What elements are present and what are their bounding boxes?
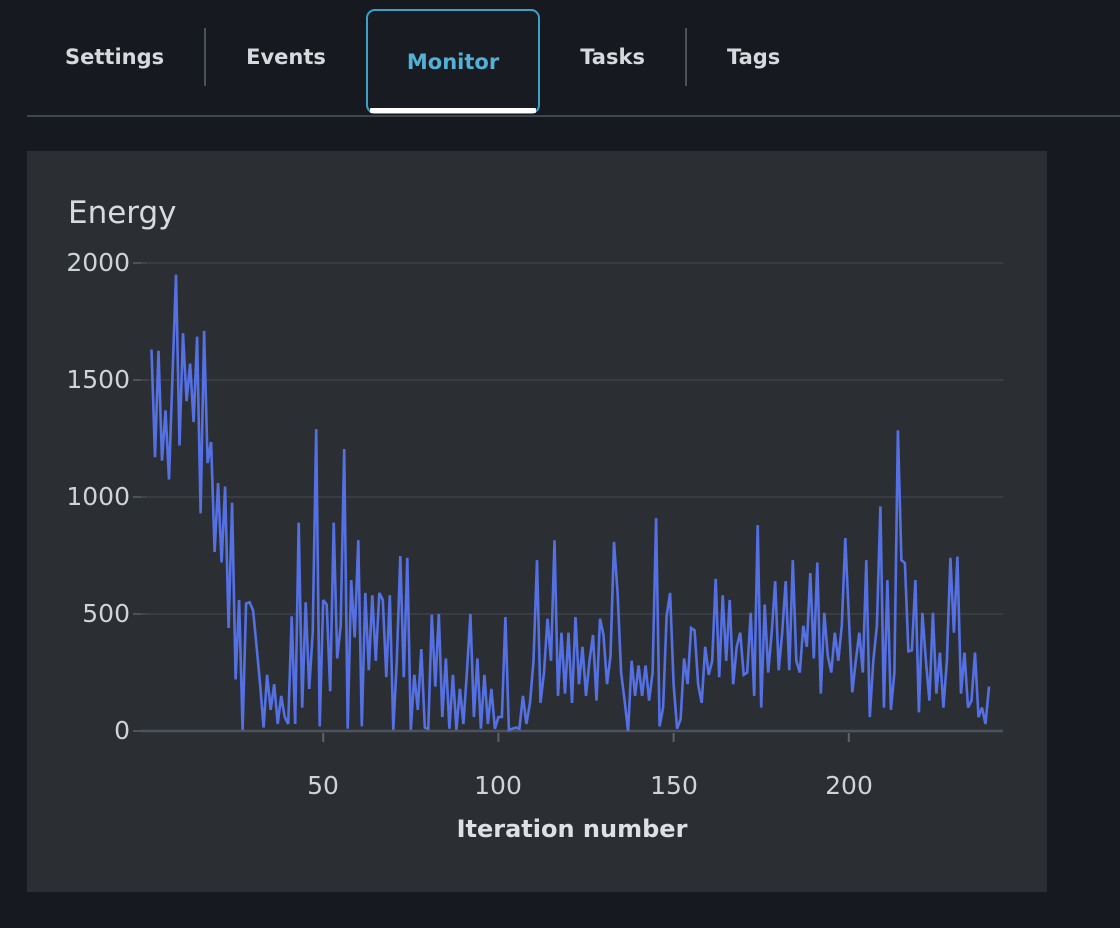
x-axis-tick-label: 100	[474, 771, 522, 800]
tab-settings[interactable]: Settings	[65, 45, 165, 69]
tab-monitor-selected-box: Monitor	[365, 9, 541, 114]
tab-divider	[684, 28, 687, 86]
y-axis-tick-label: 1500	[66, 365, 130, 394]
tab-events[interactable]: Events	[246, 45, 326, 69]
tab-tasks[interactable]: Tasks	[580, 45, 645, 69]
tab-divider	[204, 28, 207, 86]
x-axis-tick-label: 150	[650, 771, 698, 800]
chart-title: Energy	[68, 195, 177, 231]
y-axis-tick-label: 2000	[66, 248, 130, 277]
x-axis-tick-label: 200	[825, 771, 873, 800]
y-axis-tick-label: 500	[82, 599, 130, 628]
tab-monitor[interactable]: Monitor	[406, 49, 500, 74]
y-axis-tick-label: 0	[114, 716, 130, 745]
monitor-chart-panel: Energy 0 500 1000 1500 2000 50 100 150 200 Itera…	[27, 151, 1047, 892]
tab-bar: Settings Events Monitor Tasks Tags	[0, 0, 1120, 114]
x-axis-title: Iteration number	[456, 815, 688, 843]
tab-tags[interactable]: Tags	[726, 45, 781, 69]
tabbar-bottom-rule	[27, 115, 1120, 117]
x-axis-tick-label: 50	[307, 771, 339, 800]
y-axis-tick-label: 1000	[66, 482, 130, 511]
energy-line-chart[interactable]	[133, 262, 1003, 742]
